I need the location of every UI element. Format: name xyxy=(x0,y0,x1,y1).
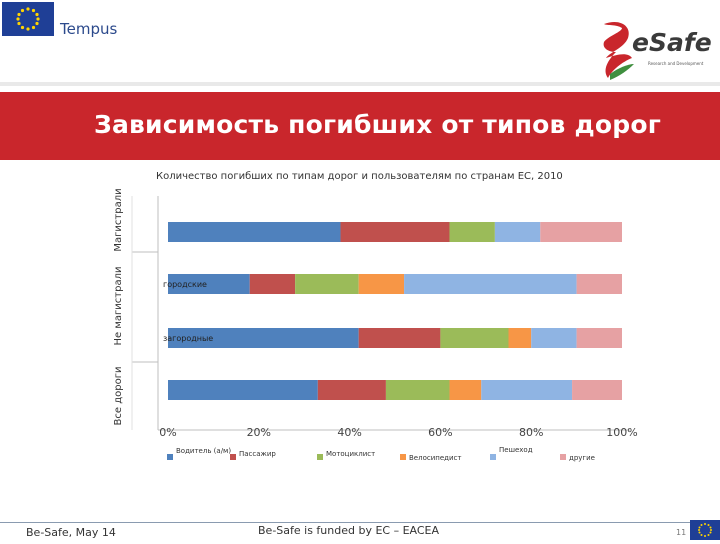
footer-divider xyxy=(0,522,720,523)
category-label: городские xyxy=(163,280,207,289)
footer-date: Be-Safe, May 14 xyxy=(26,526,116,539)
bar-segment xyxy=(494,222,541,242)
x-tick-label: 80% xyxy=(519,426,543,439)
bar-segment xyxy=(168,222,341,242)
x-tick-label: 20% xyxy=(247,426,271,439)
bar-segment xyxy=(572,380,622,400)
group-label-magistrali: Магистрали xyxy=(113,188,124,251)
category-label: загородные xyxy=(163,334,213,343)
legend-label: Велосипедист xyxy=(409,454,461,462)
legend-label: Мотоциклист xyxy=(326,450,375,458)
bar-segment xyxy=(295,274,359,294)
title-band xyxy=(0,92,720,160)
bar-segment xyxy=(449,380,482,400)
footer-funding: Be-Safe is funded by EC – EACEA xyxy=(258,524,440,537)
group-label-vse-dorogi: Все дороги xyxy=(113,367,124,426)
bar-segment xyxy=(168,328,359,348)
legend-label: Пассажир xyxy=(239,450,276,458)
x-tick-label: 40% xyxy=(337,426,361,439)
bar-segment xyxy=(440,328,509,348)
bar-segment xyxy=(317,380,386,400)
bar-segment xyxy=(168,380,318,400)
esafe-tagline: Research and Development xyxy=(648,61,704,66)
stacked-bar-chart: Количество погибших по типам дорог и пол… xyxy=(113,171,638,462)
bar-segment xyxy=(358,328,441,348)
page-number: 11 xyxy=(676,528,687,537)
header-divider xyxy=(0,82,720,86)
legend-swatch xyxy=(317,454,323,460)
legend-swatch xyxy=(167,454,173,460)
esafe-wordmark: eSafe xyxy=(632,28,712,57)
bar-segment xyxy=(404,274,577,294)
legend-label: Водитель (а/м) xyxy=(176,447,231,455)
bar-segment xyxy=(449,222,495,242)
bar-segment xyxy=(576,274,622,294)
legend-swatch xyxy=(560,454,566,460)
bar-segment xyxy=(168,274,250,294)
bar-segment xyxy=(340,222,450,242)
esafe-logo-icon xyxy=(598,18,710,82)
group-label-ne-magistrali: Не магистрали xyxy=(113,267,124,346)
bar-segment xyxy=(249,274,296,294)
chart-title: Количество погибших по типам дорог и пол… xyxy=(156,171,563,182)
legend-swatch xyxy=(490,454,496,460)
bar-segment xyxy=(576,328,622,348)
bar-segment xyxy=(481,380,573,400)
legend-swatch xyxy=(400,454,406,460)
eu-flag-small-icon xyxy=(690,520,720,540)
x-tick-label: 60% xyxy=(428,426,452,439)
tempus-logo-text: Tempus xyxy=(60,20,118,38)
slide-title: Зависимость погибших от типов дорог xyxy=(94,110,661,139)
eu-flag-icon xyxy=(2,2,54,36)
bar-segment xyxy=(385,380,450,400)
x-tick-label: 0% xyxy=(159,426,176,439)
legend-swatch xyxy=(230,454,236,460)
legend-label: другие xyxy=(569,454,595,462)
bar-segment xyxy=(540,222,622,242)
bar-segment xyxy=(358,274,405,294)
x-tick-label: 100% xyxy=(606,426,637,439)
legend-label: Пешеход xyxy=(499,446,533,454)
bar-segment xyxy=(531,328,577,348)
bar-segment xyxy=(508,328,532,348)
